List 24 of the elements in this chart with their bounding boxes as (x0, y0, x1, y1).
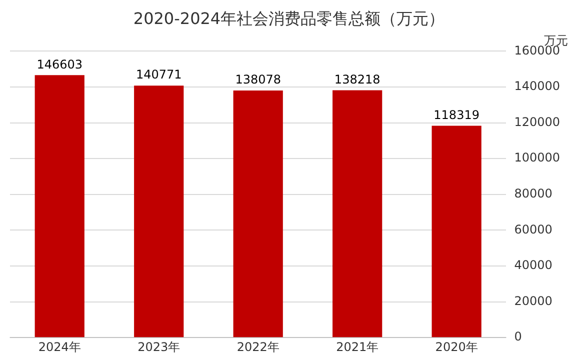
chart-title: 2020-2024年社会消费品零售总额（万元） (133, 8, 445, 28)
x-tick-label: 2024年 (38, 340, 81, 354)
bar (233, 90, 283, 338)
y-tick-label: 80000 (514, 186, 552, 201)
bar (134, 86, 184, 338)
y-tick-label: 20000 (514, 294, 552, 308)
x-tick-label: 2022年 (236, 340, 280, 354)
y-tick-label: 40000 (514, 258, 552, 272)
data-label: 140771 (136, 68, 182, 82)
bar (34, 75, 84, 338)
y-tick-label: 100000 (514, 150, 560, 165)
bar (432, 126, 482, 338)
x-tick-label: 2020年 (435, 340, 478, 354)
x-tick-label: 2023年 (138, 340, 180, 354)
y-tick-label: 140000 (514, 79, 560, 94)
data-label: 118319 (434, 108, 480, 122)
data-label: 146603 (36, 57, 83, 72)
y-tick-label: 120000 (514, 114, 560, 129)
y-tick-label: 60000 (514, 222, 552, 236)
data-label: 138078 (235, 72, 281, 87)
data-label: 138218 (334, 72, 380, 86)
bar (332, 90, 382, 338)
y-tick-label: 0 (514, 330, 522, 344)
x-tick-label: 2021年 (336, 340, 379, 354)
